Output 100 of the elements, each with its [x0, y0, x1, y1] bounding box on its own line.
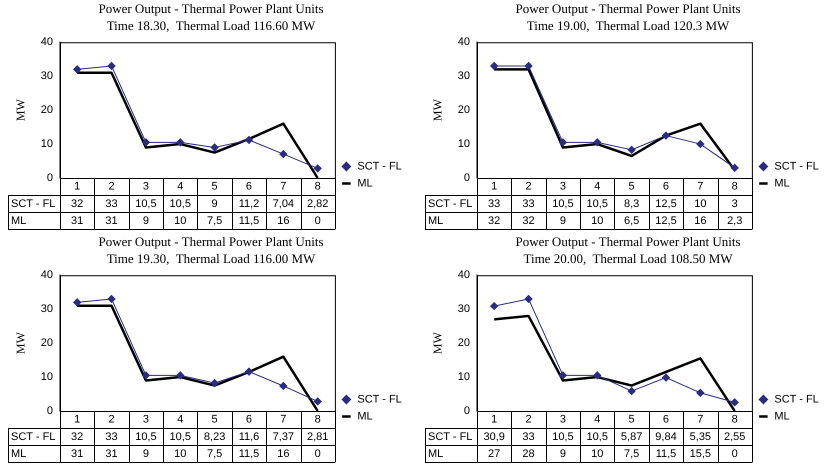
- data-label: 7,37: [272, 431, 294, 444]
- point: [176, 371, 184, 380]
- data-label: 10: [694, 198, 706, 210]
- x-tick-label: 2: [108, 180, 115, 193]
- point: [73, 65, 82, 74]
- y-axis-title: MW: [430, 98, 444, 122]
- data-label: 33: [105, 431, 118, 444]
- text: ML: [428, 448, 444, 460]
- text: ML: [11, 215, 26, 228]
- data-label: 2,3: [727, 215, 742, 228]
- data-label: 11,5: [238, 448, 260, 460]
- data-label: 2,55: [724, 431, 746, 444]
- x-tick-label: 6: [662, 180, 670, 193]
- data-label: 10,5: [552, 198, 574, 210]
- x-tick-label: 4: [177, 414, 184, 426]
- chart-subtitle: Time 19.00, Thermal Load 120.3 MW: [526, 18, 730, 33]
- point: [628, 387, 636, 396]
- point: [279, 382, 288, 390]
- data-label: 12,5: [655, 198, 677, 210]
- point: [593, 138, 602, 146]
- x-tick-label: 4: [594, 414, 600, 426]
- x-tick-label: 7: [280, 180, 286, 193]
- text: SCT - FL: [428, 198, 472, 210]
- data-label: 12,5: [655, 215, 677, 228]
- chart-title: Power Output - Thermal Power Plant Units: [515, 234, 741, 250]
- point: [244, 368, 253, 376]
- chart-title: Power Output - Thermal Power Plant Units: [98, 1, 324, 16]
- x-tick-label: 1: [491, 414, 498, 426]
- data-label: 32: [71, 198, 84, 210]
- x-tick-label: 7: [697, 414, 704, 426]
- data-label: 0: [314, 448, 321, 460]
- x-tick-label: 7: [280, 414, 286, 426]
- data-label: 10,5: [586, 198, 608, 210]
- data-label: 31: [105, 448, 118, 460]
- y-tick-label: 20: [40, 337, 53, 350]
- data-label: 10,5: [552, 431, 574, 444]
- data-label: 16: [694, 215, 706, 228]
- chart-title: Power Output - Thermal Power Plant Units: [98, 234, 324, 250]
- data-label: 8,23: [204, 431, 226, 444]
- x-tick-label: 8: [314, 180, 321, 193]
- legend-label: ML: [357, 410, 373, 423]
- legend-label: ML: [774, 410, 790, 423]
- data-label: 9,84: [655, 431, 677, 444]
- chart-subtitle: Time 18.30, Thermal Load 116.60 MW: [106, 18, 316, 33]
- data-label: 3: [732, 198, 738, 210]
- y-tick-label: 20: [40, 104, 53, 116]
- y-tick-label: 10: [40, 138, 53, 150]
- legend-label: SCT - FL: [357, 160, 402, 173]
- point: [108, 62, 116, 70]
- y-axis-title: MW: [13, 98, 28, 122]
- data-label: 31: [105, 215, 118, 228]
- x-tick-label: 3: [142, 180, 149, 193]
- y-tick-label: 30: [40, 70, 53, 82]
- x-tick-label: 5: [212, 180, 218, 193]
- chart-subtitle: Time 19.30, Thermal Load 116.00 MW: [106, 250, 316, 266]
- point: [696, 388, 704, 397]
- point: [142, 138, 150, 146]
- y-axis-title: MW: [13, 331, 28, 354]
- point: [558, 371, 567, 380]
- point: [524, 62, 533, 70]
- data-label: 33: [522, 431, 535, 444]
- data-label: 11,6: [238, 431, 260, 444]
- data-label: 7,5: [206, 448, 222, 460]
- data-label: 31: [71, 215, 84, 228]
- data-label: 33: [522, 198, 535, 210]
- legend-label: ML: [774, 178, 790, 190]
- x-tick-label: 4: [594, 180, 600, 193]
- x-tick-label: 2: [525, 414, 532, 426]
- data-label: 9: [560, 448, 566, 460]
- x-tick-label: 4: [177, 180, 184, 193]
- data-label: 10: [174, 215, 186, 228]
- data-label: 11,5: [238, 215, 260, 228]
- chart-subtitle: Time 20.00, Thermal Load 108.50 MW: [523, 250, 734, 266]
- data-label: 31: [71, 448, 84, 460]
- data-label: 11,5: [656, 448, 676, 460]
- point: [314, 397, 322, 406]
- data-label: 8,3: [624, 198, 640, 210]
- point: [108, 294, 116, 303]
- x-tick-label: 8: [732, 414, 738, 426]
- data-label: 7,5: [624, 448, 640, 460]
- y-tick-label: 10: [458, 138, 470, 150]
- x-tick-label: 8: [732, 180, 738, 193]
- data-label: 6,5: [624, 215, 640, 228]
- point: [314, 164, 322, 172]
- point: [73, 298, 82, 306]
- x-tick-label: 1: [74, 414, 80, 426]
- x-tick-label: 6: [662, 414, 670, 426]
- data-label: 16: [277, 448, 290, 460]
- data-label: 5,35: [690, 431, 712, 444]
- data-label: 0: [732, 448, 738, 460]
- point: [628, 146, 636, 154]
- y-tick-label: 0: [464, 172, 470, 184]
- text: ML: [428, 215, 444, 228]
- x-tick-label: 1: [491, 180, 498, 193]
- data-label: 16: [277, 215, 290, 228]
- data-label: 33: [488, 198, 500, 210]
- point: [730, 164, 739, 172]
- y-tick-label: 10: [40, 371, 53, 384]
- data-label: 7,5: [206, 215, 222, 228]
- y-tick-label: 40: [40, 269, 53, 282]
